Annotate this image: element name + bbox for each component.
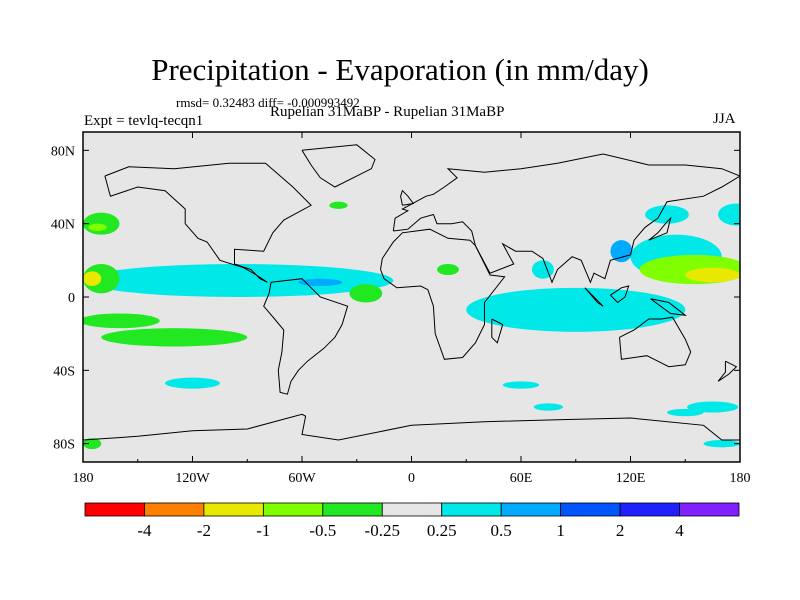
region-tropical-atlantic-weak (298, 278, 343, 287)
region-north-atlantic-negative (329, 201, 348, 209)
colorbar-label: 0.25 (427, 521, 457, 540)
stats-text: rmsd= 0.32483 diff= -0.000993492 (176, 95, 360, 110)
colorbar-label: 1 (556, 521, 565, 540)
x-tick-label: 180 (730, 471, 751, 486)
coastline-antarctica (83, 413, 740, 441)
colorbar: -4 -2 -1 -0.5 -0.25 0.25 0.5 1 2 4 (84, 502, 740, 540)
colorbar-label: -0.25 (365, 521, 400, 540)
left-label: Expt = tevlq-tecqn1 (84, 113, 204, 129)
region-southern-ocean-positive (165, 377, 220, 389)
region-north-pacific-negative-core (685, 267, 740, 283)
x-tick-label: 0 (408, 471, 415, 486)
colorbar-swatch (679, 502, 740, 517)
region-southern-ocean-positive-3 (667, 408, 704, 417)
colorbar-swatch (441, 502, 502, 517)
colorbar-swatch (619, 502, 680, 517)
region-eastern-pacific-negative-core (83, 271, 102, 286)
coastline-australia (619, 316, 692, 368)
x-tick-label: 180 (73, 471, 94, 486)
region-south-atlantic-negative (349, 284, 383, 303)
coastline-uk (400, 189, 415, 206)
coastline-japan (648, 216, 672, 241)
region-north-pacific-north-negative-core (88, 223, 107, 231)
colorbar-swatch (144, 502, 205, 517)
region-southern-ocean-positive-4 (533, 403, 563, 411)
colorbar-swatch (262, 502, 324, 517)
y-tick-label: 40N (51, 218, 75, 233)
x-axis: 180 120W 60W 0 60E 120E 180 (73, 132, 751, 486)
colorbar-label: -1 (256, 521, 270, 540)
region-southern-ocean-positive-5 (703, 440, 740, 448)
region-asia-positive (610, 240, 633, 263)
coastline-south-america (263, 278, 349, 395)
colorbar-label: -4 (137, 521, 152, 540)
y-axis: 80N 40N 0 40S 80S (51, 144, 740, 453)
colorbar-label: 4 (675, 521, 684, 540)
region-south-pacific-negative-west (83, 313, 160, 329)
y-tick-label: 0 (68, 291, 75, 306)
y-tick-label: 40S (53, 364, 75, 379)
x-tick-label: 120W (175, 471, 210, 486)
coastline-eurasia (392, 153, 740, 284)
colorbar-label: 2 (616, 521, 625, 540)
coastline-sumatra (584, 287, 604, 307)
x-tick-label: 120E (616, 471, 646, 486)
center-label: Rupelian 31MaBP - Rupelian 31MaBP (270, 104, 505, 120)
coastline-north-america (104, 162, 312, 283)
region-north-pacific-positive (718, 203, 740, 226)
region-africa-negative (437, 264, 459, 275)
region-north-pacific-positive-2 (645, 205, 689, 224)
colorbar-swatch (203, 502, 264, 517)
field-regions (83, 201, 740, 450)
y-tick-label: 80N (51, 144, 75, 159)
region-tropical-pacific-positive-band (83, 264, 394, 297)
coastline-madagascar (491, 318, 504, 344)
region-southern-ocean-negative (83, 438, 102, 450)
colorbar-swatch (84, 502, 145, 517)
colorbar-swatch (381, 502, 443, 517)
colorbar-swatch (500, 502, 562, 517)
colorbar-swatch (560, 502, 621, 517)
colorbar-label: -2 (197, 521, 211, 540)
coastline-new-guinea (650, 298, 688, 317)
colorbar-swatch (322, 502, 383, 517)
chart-title: Precipitation - Evaporation (in mm/day) (151, 52, 649, 87)
x-tick-label: 60W (288, 471, 316, 486)
y-tick-label: 80S (53, 438, 75, 453)
right-label: JJA (713, 111, 736, 127)
coastline-africa (380, 228, 506, 360)
coastlines (83, 144, 740, 441)
coastline-greenland (301, 144, 376, 188)
x-tick-label: 60E (510, 471, 533, 486)
colorbar-label: 0.5 (491, 521, 512, 540)
colorbar-label: -0.5 (309, 521, 336, 540)
region-southern-ocean-positive-2 (502, 381, 540, 389)
region-indian-ocean-band (466, 287, 686, 332)
coastline-borneo (610, 285, 630, 304)
region-southern-ocean-positive-east (687, 401, 739, 413)
region-south-pacific-negative (101, 328, 248, 347)
coastline-new-zealand (717, 360, 738, 382)
region-india-positive (531, 260, 554, 279)
